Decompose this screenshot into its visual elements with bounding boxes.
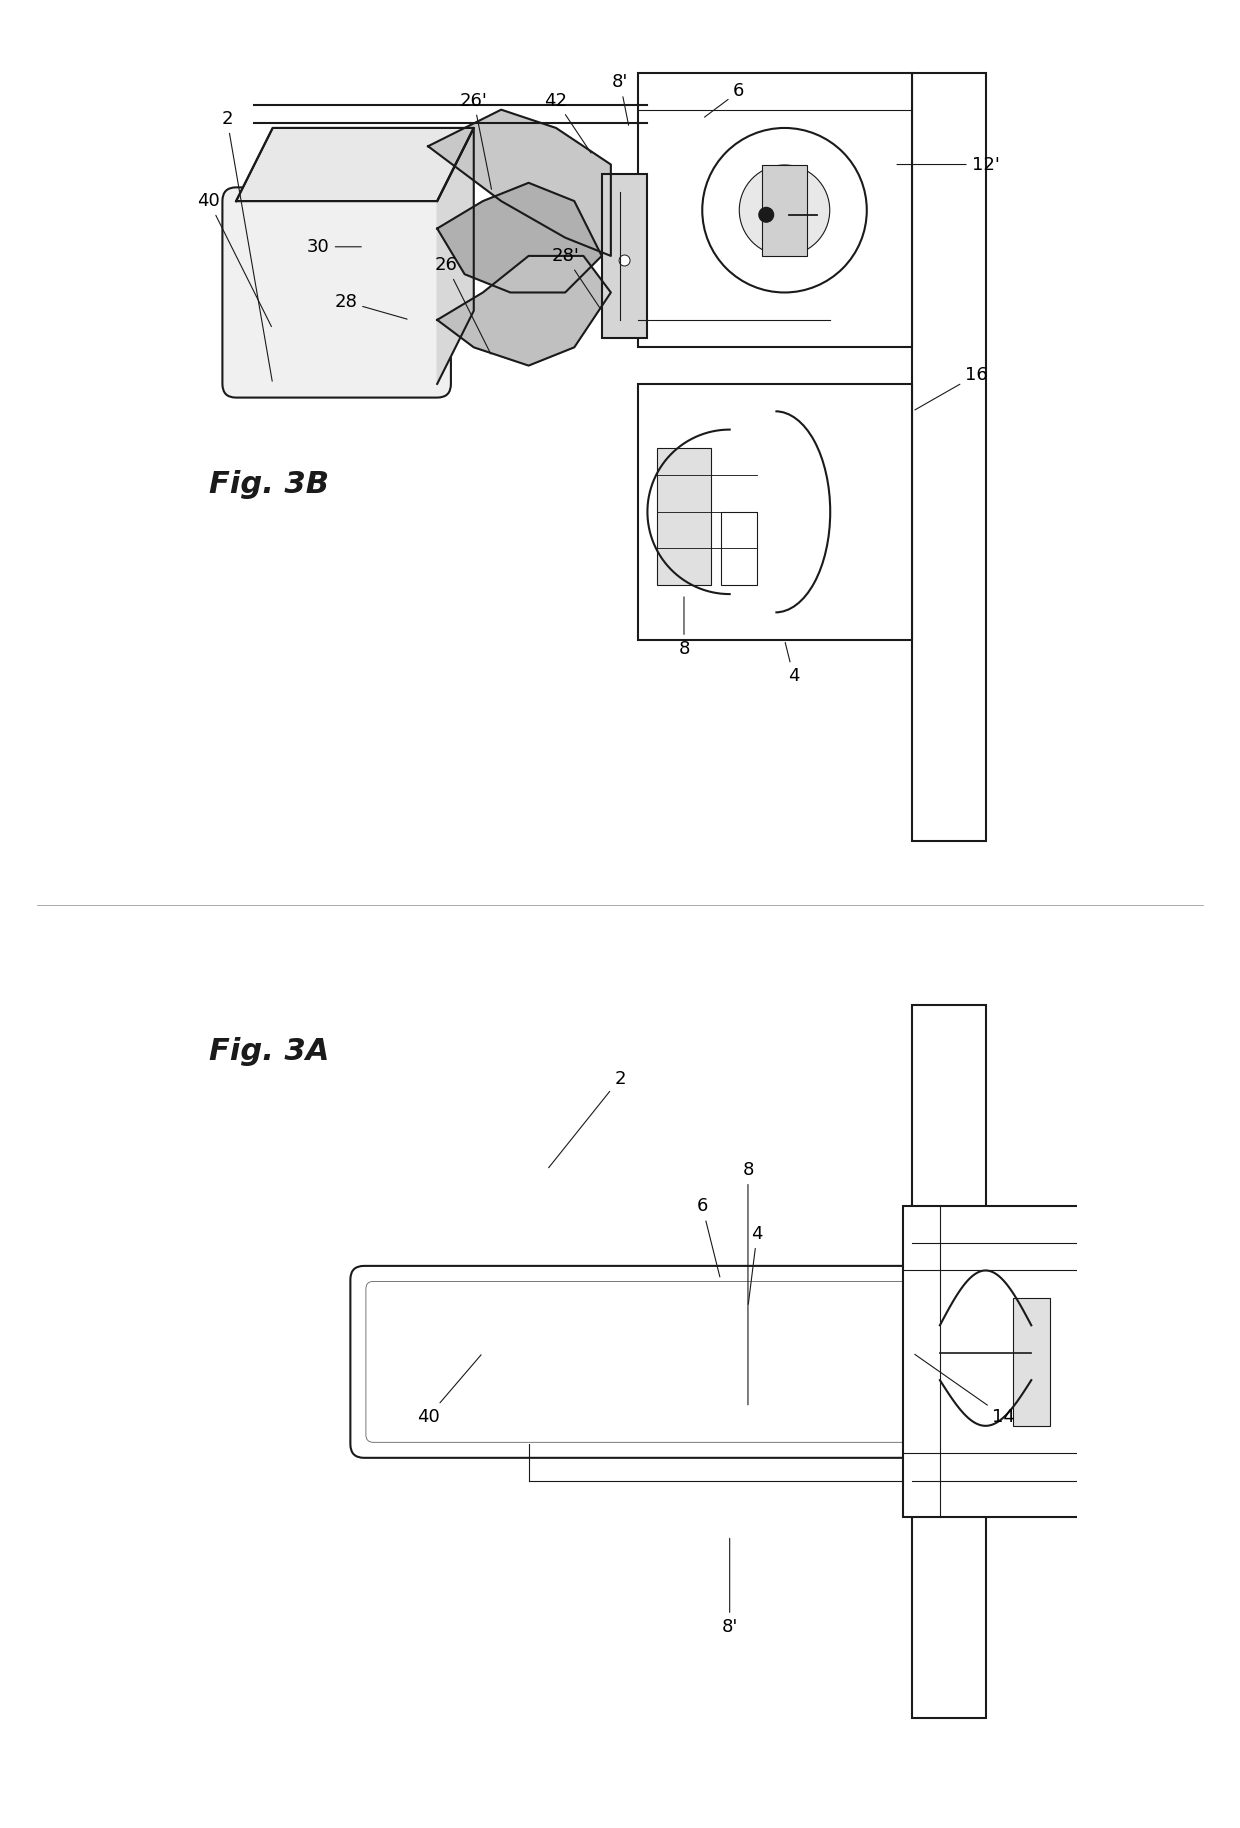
Bar	[656, 448, 712, 585]
Text: 6: 6	[697, 1197, 720, 1278]
Text: 42: 42	[544, 91, 591, 154]
Bar	[1013, 1298, 1049, 1426]
Text: 8: 8	[743, 1161, 754, 1404]
Text: 2: 2	[548, 1069, 626, 1168]
Text: 4: 4	[785, 642, 800, 686]
Text: 26': 26'	[460, 91, 491, 190]
Text: 12': 12'	[897, 155, 999, 174]
Text: 8': 8'	[722, 1539, 738, 1636]
Text: 14: 14	[915, 1355, 1016, 1426]
Polygon shape	[236, 128, 474, 201]
Text: 26: 26	[435, 256, 491, 355]
Text: 30: 30	[308, 238, 361, 256]
Text: 28: 28	[335, 292, 407, 320]
Circle shape	[619, 256, 630, 265]
Polygon shape	[428, 110, 611, 256]
Bar	[913, 1005, 986, 1718]
Polygon shape	[438, 256, 611, 366]
Text: 40: 40	[417, 1355, 481, 1426]
Text: 4: 4	[748, 1225, 763, 1303]
Text: 2: 2	[221, 110, 273, 382]
Bar	[639, 73, 913, 347]
Polygon shape	[438, 128, 474, 384]
FancyBboxPatch shape	[222, 188, 451, 399]
Text: Fig. 3A: Fig. 3A	[208, 1036, 329, 1066]
Bar	[913, 73, 986, 841]
Bar	[720, 512, 758, 585]
Text: 40: 40	[197, 192, 272, 327]
Bar	[639, 384, 913, 640]
Bar	[601, 174, 647, 338]
Circle shape	[702, 128, 867, 292]
Text: Fig. 3B: Fig. 3B	[208, 470, 329, 499]
Polygon shape	[438, 183, 601, 292]
FancyBboxPatch shape	[351, 1265, 926, 1459]
Text: 8: 8	[678, 598, 689, 658]
Text: 28': 28'	[552, 247, 600, 309]
Text: 8': 8'	[611, 73, 629, 126]
Circle shape	[739, 165, 830, 256]
Text: 16: 16	[915, 366, 988, 409]
Bar	[761, 165, 807, 256]
Text: 6: 6	[704, 82, 744, 117]
Bar	[903, 1206, 1105, 1517]
Circle shape	[759, 208, 774, 221]
